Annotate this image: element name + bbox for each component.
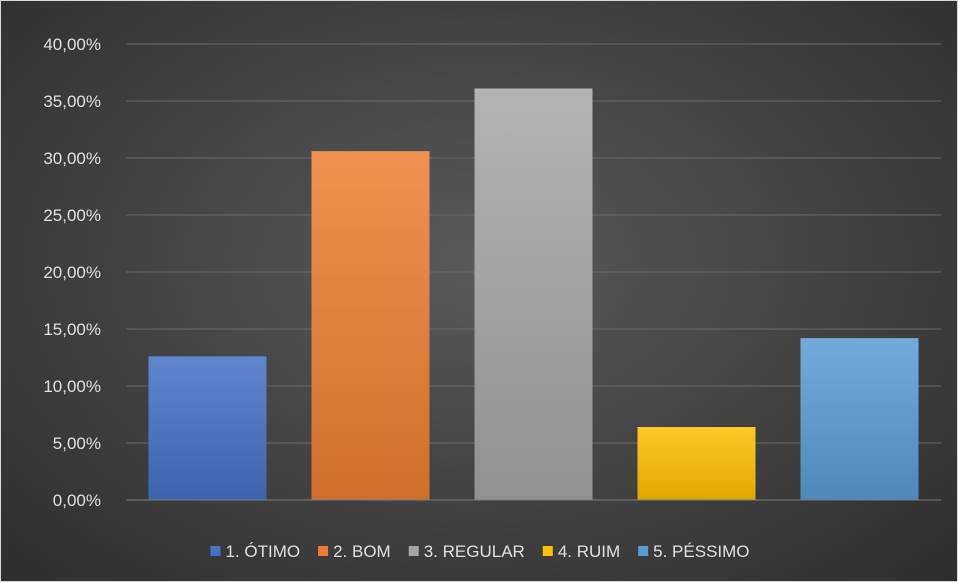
legend-item: 2. BOM xyxy=(318,542,391,561)
legend-swatch xyxy=(318,546,329,556)
bar-3 xyxy=(474,88,593,501)
y-tick-label: 25,00% xyxy=(43,206,101,225)
legend-label: 1. ÓTIMO xyxy=(225,542,300,561)
legend-swatch xyxy=(638,546,649,556)
legend-label: 2. BOM xyxy=(333,542,391,561)
y-tick-label: 40,00% xyxy=(43,35,101,54)
y-tick-label: 0,00% xyxy=(53,491,101,510)
legend-item: 3. REGULAR xyxy=(408,542,525,561)
legend-swatch xyxy=(542,546,553,556)
y-tick-label: 15,00% xyxy=(43,320,101,339)
legend-item: 4. RUIM xyxy=(542,542,620,561)
legend-swatch xyxy=(408,546,419,556)
legend-label: 4. RUIM xyxy=(558,542,620,561)
legend-label: 3. REGULAR xyxy=(424,542,525,561)
legend-swatch xyxy=(210,546,221,556)
bar-4 xyxy=(637,427,756,500)
y-tick-label: 10,00% xyxy=(43,377,101,396)
bar-5 xyxy=(800,338,919,500)
y-tick-label: 30,00% xyxy=(43,149,101,168)
y-tick-label: 35,00% xyxy=(43,92,101,111)
y-tick-label: 20,00% xyxy=(43,263,101,282)
legend-item: 1. ÓTIMO xyxy=(210,542,300,561)
bar-2 xyxy=(311,151,430,500)
bar-1 xyxy=(148,356,267,500)
legend-label: 5. PÉSSIMO xyxy=(653,542,749,561)
legend-item: 5. PÉSSIMO xyxy=(638,542,750,561)
y-axis-tick-labels: 0,00% 5,00% 10,00% 15,00% 20,00% 25,00% 30,00%… xyxy=(43,35,101,510)
legend: 1. ÓTIMO 2. BOM 3. REGULAR 4. RUIM 5. PÉSSIM… xyxy=(210,542,750,561)
y-tick-label: 5,00% xyxy=(53,434,101,453)
bars xyxy=(148,88,919,501)
